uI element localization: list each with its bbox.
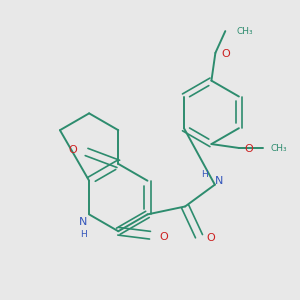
Text: O: O xyxy=(68,145,77,155)
Text: H: H xyxy=(202,170,208,179)
Text: CH₃: CH₃ xyxy=(237,27,254,36)
Text: CH₃: CH₃ xyxy=(271,143,287,152)
Text: N: N xyxy=(214,176,223,186)
Text: H: H xyxy=(80,230,87,239)
Text: O: O xyxy=(160,232,168,242)
Text: O: O xyxy=(206,233,215,243)
Text: N: N xyxy=(79,217,87,227)
Text: O: O xyxy=(245,144,254,154)
Text: O: O xyxy=(221,49,230,59)
